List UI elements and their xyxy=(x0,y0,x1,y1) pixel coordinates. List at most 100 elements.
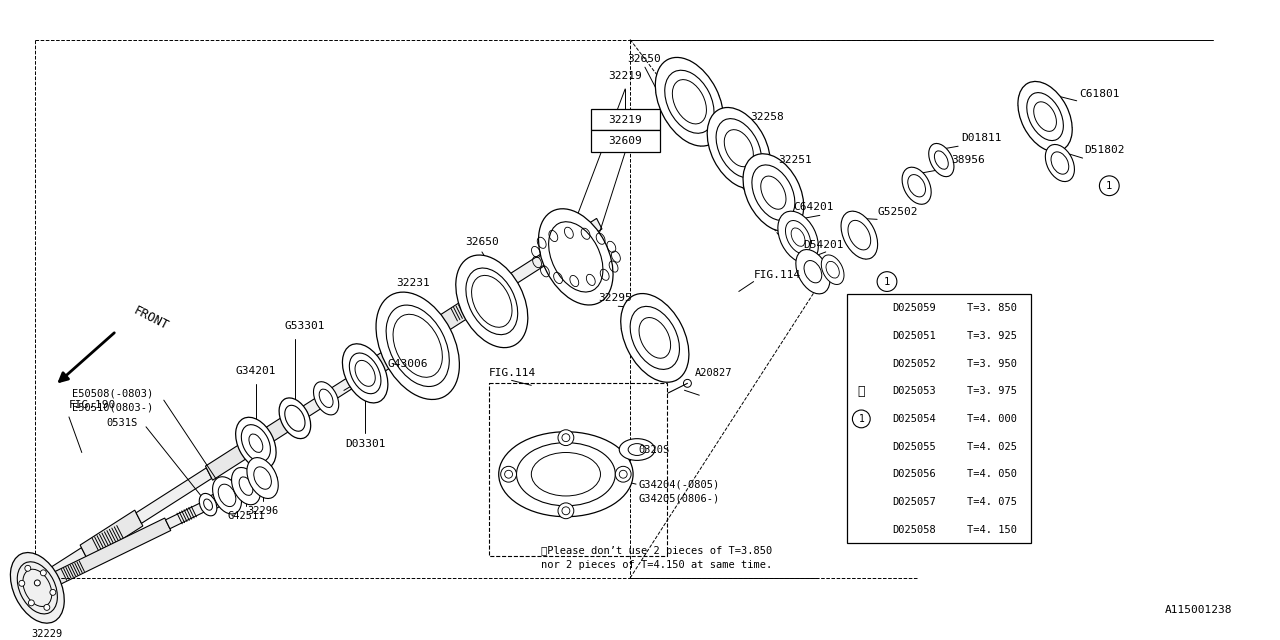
Ellipse shape xyxy=(456,255,527,348)
Ellipse shape xyxy=(355,360,375,387)
Ellipse shape xyxy=(655,58,723,146)
Text: 32295: 32295 xyxy=(599,293,632,303)
Ellipse shape xyxy=(934,151,948,169)
Text: T=3. 975: T=3. 975 xyxy=(966,387,1016,396)
Ellipse shape xyxy=(760,176,786,209)
Text: 32296: 32296 xyxy=(247,506,278,516)
Text: D025051: D025051 xyxy=(892,331,936,341)
Text: T=3. 850: T=3. 850 xyxy=(966,303,1016,313)
Ellipse shape xyxy=(284,405,305,431)
Ellipse shape xyxy=(236,417,276,469)
Ellipse shape xyxy=(393,314,443,378)
Ellipse shape xyxy=(376,292,460,399)
Bar xyxy=(489,383,667,556)
Ellipse shape xyxy=(539,209,613,305)
Ellipse shape xyxy=(1051,152,1069,174)
Ellipse shape xyxy=(349,353,381,394)
Text: D025054: D025054 xyxy=(892,414,936,424)
Text: C64201: C64201 xyxy=(794,202,833,212)
Ellipse shape xyxy=(621,294,689,382)
Circle shape xyxy=(1100,176,1119,196)
Bar xyxy=(847,294,1032,543)
Text: 32229: 32229 xyxy=(32,629,63,639)
Ellipse shape xyxy=(796,250,829,294)
Text: E50508(-0803): E50508(-0803) xyxy=(72,388,154,398)
Ellipse shape xyxy=(847,220,870,250)
Ellipse shape xyxy=(499,432,634,516)
Ellipse shape xyxy=(319,389,333,408)
Ellipse shape xyxy=(387,305,449,387)
Ellipse shape xyxy=(279,398,311,438)
Text: G53301: G53301 xyxy=(284,321,325,332)
Polygon shape xyxy=(200,466,278,513)
Text: FRONT: FRONT xyxy=(131,305,170,333)
Text: D54201: D54201 xyxy=(803,240,844,250)
Ellipse shape xyxy=(212,477,242,514)
Ellipse shape xyxy=(791,228,805,246)
Text: D01811: D01811 xyxy=(961,133,1001,143)
Ellipse shape xyxy=(822,255,844,285)
Ellipse shape xyxy=(549,221,603,292)
Text: A115001238: A115001238 xyxy=(1165,605,1233,614)
Text: G43006: G43006 xyxy=(388,359,428,369)
Ellipse shape xyxy=(248,434,262,452)
Text: 38956: 38956 xyxy=(951,155,986,165)
Ellipse shape xyxy=(744,154,804,232)
Ellipse shape xyxy=(239,477,253,495)
Ellipse shape xyxy=(929,143,954,177)
Circle shape xyxy=(877,272,897,291)
Text: D025058: D025058 xyxy=(892,525,936,534)
Text: D025059: D025059 xyxy=(892,303,936,313)
Text: G42511: G42511 xyxy=(228,511,265,521)
Ellipse shape xyxy=(204,499,212,510)
Text: T=3. 925: T=3. 925 xyxy=(966,331,1016,341)
Polygon shape xyxy=(300,363,375,419)
Text: D025052: D025052 xyxy=(892,358,936,369)
Polygon shape xyxy=(35,548,87,588)
Ellipse shape xyxy=(29,576,46,589)
Polygon shape xyxy=(136,468,211,524)
Ellipse shape xyxy=(708,108,771,189)
Ellipse shape xyxy=(639,317,671,358)
Text: 32219: 32219 xyxy=(608,115,643,125)
Ellipse shape xyxy=(314,381,339,415)
Ellipse shape xyxy=(343,344,388,403)
Ellipse shape xyxy=(253,467,271,489)
Text: ※Please don’t use 2 pieces of T=3.850: ※Please don’t use 2 pieces of T=3.850 xyxy=(541,547,772,556)
Ellipse shape xyxy=(786,221,810,253)
Text: T=4. 000: T=4. 000 xyxy=(966,414,1016,424)
Ellipse shape xyxy=(531,452,600,496)
Text: D025055: D025055 xyxy=(892,442,936,452)
Ellipse shape xyxy=(620,438,655,460)
Text: 32219: 32219 xyxy=(608,71,643,81)
Polygon shape xyxy=(206,406,306,480)
Ellipse shape xyxy=(804,260,822,283)
Ellipse shape xyxy=(716,118,762,178)
Text: T=4. 025: T=4. 025 xyxy=(966,442,1016,452)
Circle shape xyxy=(500,467,517,482)
Ellipse shape xyxy=(242,425,270,461)
Polygon shape xyxy=(165,502,206,529)
Ellipse shape xyxy=(517,443,616,506)
Text: D025056: D025056 xyxy=(892,469,936,479)
Ellipse shape xyxy=(902,167,931,204)
Text: 1: 1 xyxy=(859,414,864,424)
Text: 1: 1 xyxy=(1106,180,1112,191)
Text: FIG.190: FIG.190 xyxy=(69,400,116,410)
Polygon shape xyxy=(369,276,509,376)
Text: 0531S: 0531S xyxy=(106,418,138,428)
Text: 32258: 32258 xyxy=(750,111,785,122)
Ellipse shape xyxy=(1046,145,1074,182)
Circle shape xyxy=(19,580,24,586)
Circle shape xyxy=(50,589,56,595)
Ellipse shape xyxy=(232,467,260,505)
Text: ※: ※ xyxy=(858,385,865,397)
Text: E50510(0803-): E50510(0803-) xyxy=(72,402,154,412)
Ellipse shape xyxy=(672,79,707,124)
Ellipse shape xyxy=(1034,102,1056,131)
Circle shape xyxy=(41,570,46,576)
Text: FIG.114: FIG.114 xyxy=(754,269,801,280)
Circle shape xyxy=(35,580,40,586)
Ellipse shape xyxy=(630,307,680,369)
Bar xyxy=(590,109,659,131)
